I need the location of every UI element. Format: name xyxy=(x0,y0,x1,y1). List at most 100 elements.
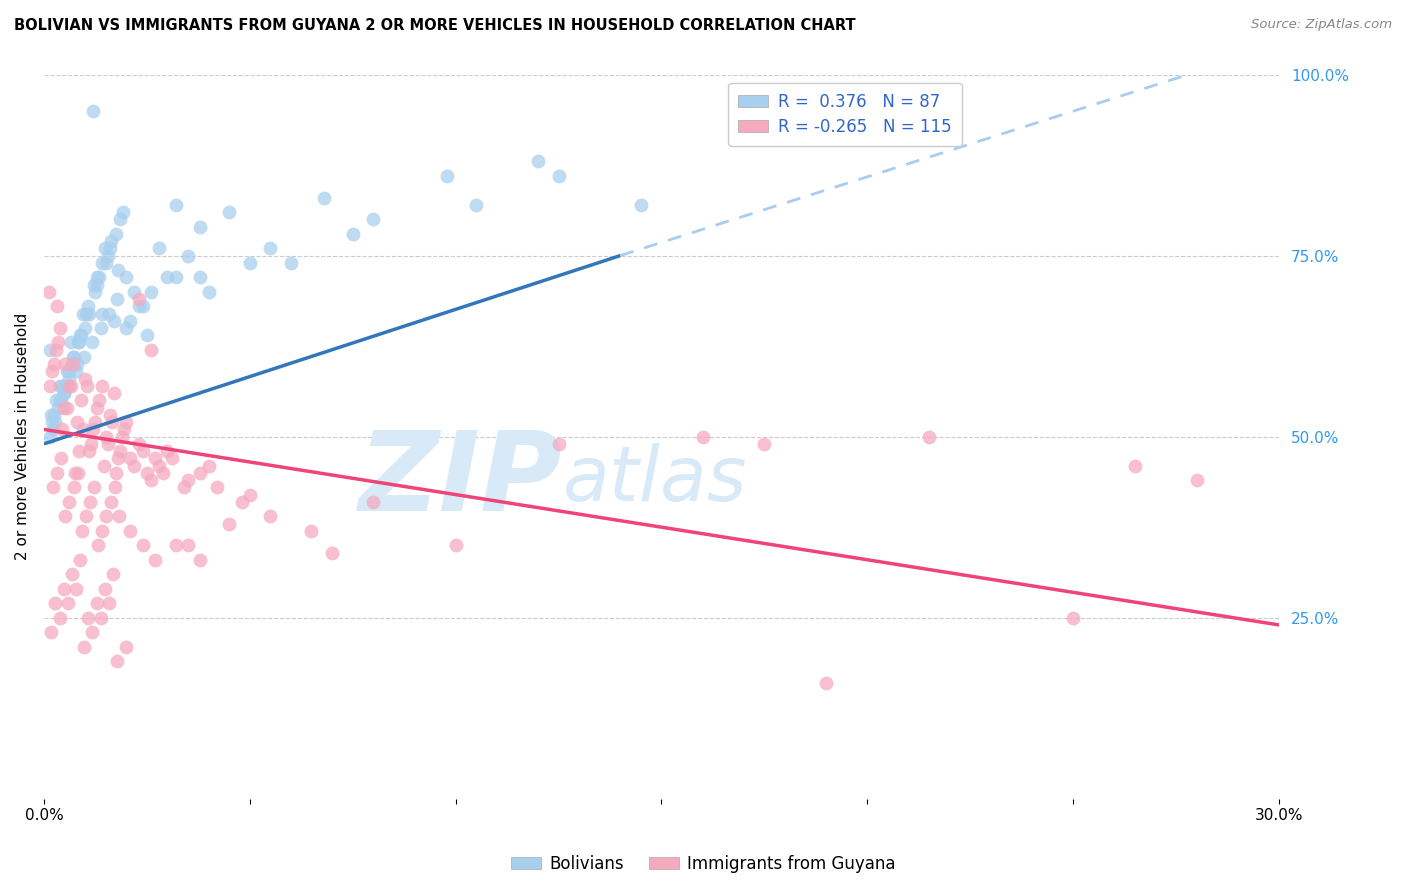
Text: Source: ZipAtlas.com: Source: ZipAtlas.com xyxy=(1251,18,1392,31)
Point xyxy=(280,256,302,270)
Point xyxy=(44,415,66,429)
Point xyxy=(55,401,77,415)
Point xyxy=(73,372,96,386)
Point xyxy=(188,553,211,567)
Point xyxy=(1185,473,1208,487)
Point xyxy=(90,321,112,335)
Point xyxy=(124,285,146,299)
Point xyxy=(69,328,91,343)
Point xyxy=(342,227,364,241)
Point xyxy=(165,198,187,212)
Point xyxy=(173,480,195,494)
Legend: Bolivians, Immigrants from Guyana: Bolivians, Immigrants from Guyana xyxy=(503,848,903,880)
Point xyxy=(52,582,75,596)
Point xyxy=(53,379,76,393)
Point xyxy=(45,393,67,408)
Point xyxy=(312,191,335,205)
Point xyxy=(98,408,121,422)
Text: atlas: atlas xyxy=(562,443,747,517)
Point xyxy=(62,357,84,371)
Point xyxy=(1062,610,1084,624)
Point xyxy=(143,451,166,466)
Point xyxy=(53,509,76,524)
Point xyxy=(143,553,166,567)
Point xyxy=(49,321,72,335)
Point xyxy=(148,458,170,473)
Point xyxy=(39,430,62,444)
Point xyxy=(527,154,550,169)
Point xyxy=(104,480,127,494)
Point xyxy=(58,379,80,393)
Point xyxy=(104,466,127,480)
Point xyxy=(94,430,117,444)
Point xyxy=(79,495,101,509)
Point xyxy=(66,357,89,371)
Point xyxy=(98,241,121,255)
Point xyxy=(107,451,129,466)
Point xyxy=(66,335,89,350)
Point xyxy=(82,335,104,350)
Point xyxy=(128,299,150,313)
Point xyxy=(86,270,108,285)
Point xyxy=(101,567,124,582)
Text: ZIP: ZIP xyxy=(359,426,562,533)
Point xyxy=(111,205,134,219)
Point xyxy=(56,379,79,393)
Point xyxy=(101,415,124,429)
Point xyxy=(94,241,117,255)
Point xyxy=(692,430,714,444)
Point xyxy=(76,379,98,393)
Point xyxy=(259,241,281,255)
Point xyxy=(90,379,112,393)
Point xyxy=(39,625,62,640)
Point xyxy=(56,596,79,610)
Point xyxy=(152,466,174,480)
Point xyxy=(70,328,93,343)
Point xyxy=(41,364,63,378)
Point xyxy=(361,495,384,509)
Point xyxy=(77,444,100,458)
Point xyxy=(42,480,65,494)
Point xyxy=(44,596,66,610)
Point xyxy=(436,169,458,183)
Point xyxy=(148,241,170,255)
Point xyxy=(53,386,76,401)
Point xyxy=(177,473,200,487)
Point xyxy=(82,625,104,640)
Point xyxy=(444,538,467,552)
Point xyxy=(62,350,84,364)
Point xyxy=(80,437,103,451)
Point xyxy=(754,437,776,451)
Point xyxy=(72,422,94,436)
Point xyxy=(188,219,211,234)
Point xyxy=(66,466,89,480)
Point xyxy=(48,610,70,624)
Point xyxy=(53,357,76,371)
Point xyxy=(197,458,219,473)
Point xyxy=(72,306,94,320)
Point xyxy=(58,372,80,386)
Legend: R =  0.376   N = 87, R = -0.265   N = 115: R = 0.376 N = 87, R = -0.265 N = 115 xyxy=(728,83,962,145)
Point xyxy=(120,451,142,466)
Point xyxy=(100,234,122,248)
Point xyxy=(65,582,87,596)
Point xyxy=(135,466,157,480)
Point xyxy=(39,343,62,357)
Point xyxy=(42,422,65,436)
Point xyxy=(86,401,108,415)
Point xyxy=(547,437,569,451)
Point xyxy=(239,487,262,501)
Point xyxy=(918,430,941,444)
Point xyxy=(66,415,89,429)
Point xyxy=(45,343,67,357)
Point xyxy=(100,495,122,509)
Point xyxy=(94,256,117,270)
Point xyxy=(97,437,120,451)
Point xyxy=(124,458,146,473)
Point xyxy=(51,393,73,408)
Point xyxy=(97,596,120,610)
Point xyxy=(51,379,73,393)
Point xyxy=(93,458,115,473)
Point xyxy=(60,357,83,371)
Point xyxy=(69,553,91,567)
